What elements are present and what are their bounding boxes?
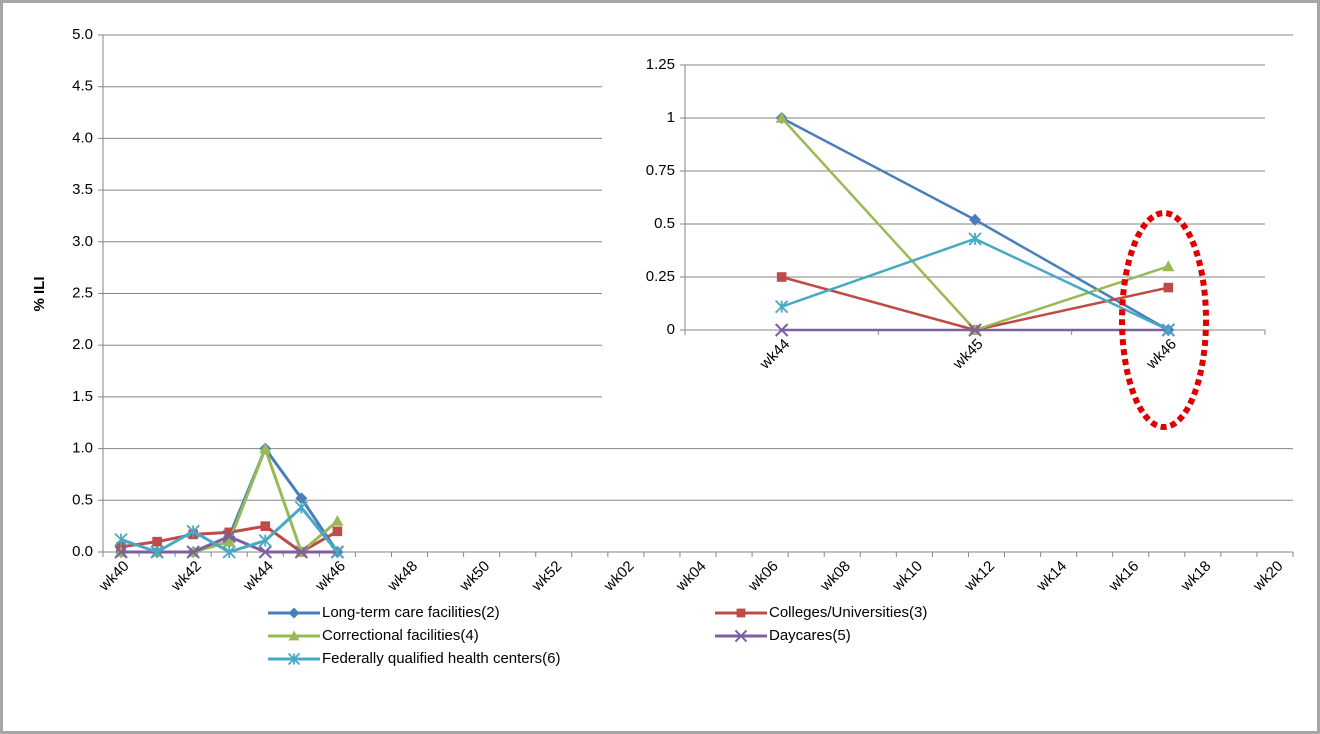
y-tick-label: 3.0 [72, 233, 93, 250]
marker [1163, 282, 1174, 293]
inset-background [602, 40, 1294, 424]
marker [222, 529, 236, 544]
y-tick-label: 0.5 [654, 215, 675, 232]
marker [734, 629, 748, 643]
marker [1162, 260, 1175, 272]
y-tick-label: 3.5 [72, 181, 93, 198]
marker [774, 323, 789, 337]
marker [258, 533, 272, 548]
marker [223, 535, 236, 547]
y-tick-label: 2.5 [72, 284, 93, 301]
marker [295, 492, 308, 505]
marker [150, 545, 164, 559]
y-tick-label: 0.0 [72, 543, 93, 560]
y-tick-label: 1.5 [72, 388, 93, 405]
marker [258, 545, 272, 559]
legend-label: Correctional facilities(4) [322, 627, 479, 644]
marker [968, 232, 982, 246]
marker [776, 272, 787, 282]
marker [332, 526, 343, 537]
marker [152, 536, 162, 547]
y-tick-label: 1.25 [646, 56, 675, 73]
y-tick-label: 0.75 [646, 162, 675, 179]
marker [288, 607, 300, 619]
y-tick-label: 0.25 [646, 268, 675, 285]
marker [736, 608, 746, 618]
marker [260, 521, 271, 531]
marker [186, 545, 200, 559]
legend-label: Federally qualified health centers(6) [322, 650, 560, 667]
legend-label: Long-term care facilities(2) [322, 604, 500, 621]
y-tick-label: 0.5 [72, 491, 93, 508]
highlight-ellipse [1119, 210, 1209, 430]
marker [775, 300, 789, 314]
marker [294, 500, 308, 515]
marker [114, 532, 128, 547]
marker [222, 545, 236, 559]
y-tick-label: 1.0 [72, 440, 93, 457]
legend-label: Colleges/Universities(3) [769, 604, 927, 621]
marker [114, 545, 128, 559]
marker [287, 652, 301, 666]
y-tick-label: 4.0 [72, 129, 93, 146]
y-tick-label: 5.0 [72, 26, 93, 43]
marker [331, 514, 344, 526]
marker [775, 112, 788, 123]
marker [1161, 323, 1175, 337]
marker [969, 213, 981, 226]
marker [294, 545, 309, 559]
marker [224, 527, 235, 538]
y-tick-label: 0 [667, 321, 675, 338]
legend-label: Daycares(5) [769, 627, 851, 644]
marker [330, 545, 345, 559]
marker [186, 524, 200, 538]
marker [259, 442, 272, 454]
marker [288, 630, 300, 641]
y-tick-label: 2.0 [72, 336, 93, 353]
marker [968, 323, 982, 337]
y-tick-label: 1 [667, 109, 675, 126]
y-tick-label: 4.5 [72, 78, 93, 95]
y-axis-label: % ILI [31, 276, 48, 311]
